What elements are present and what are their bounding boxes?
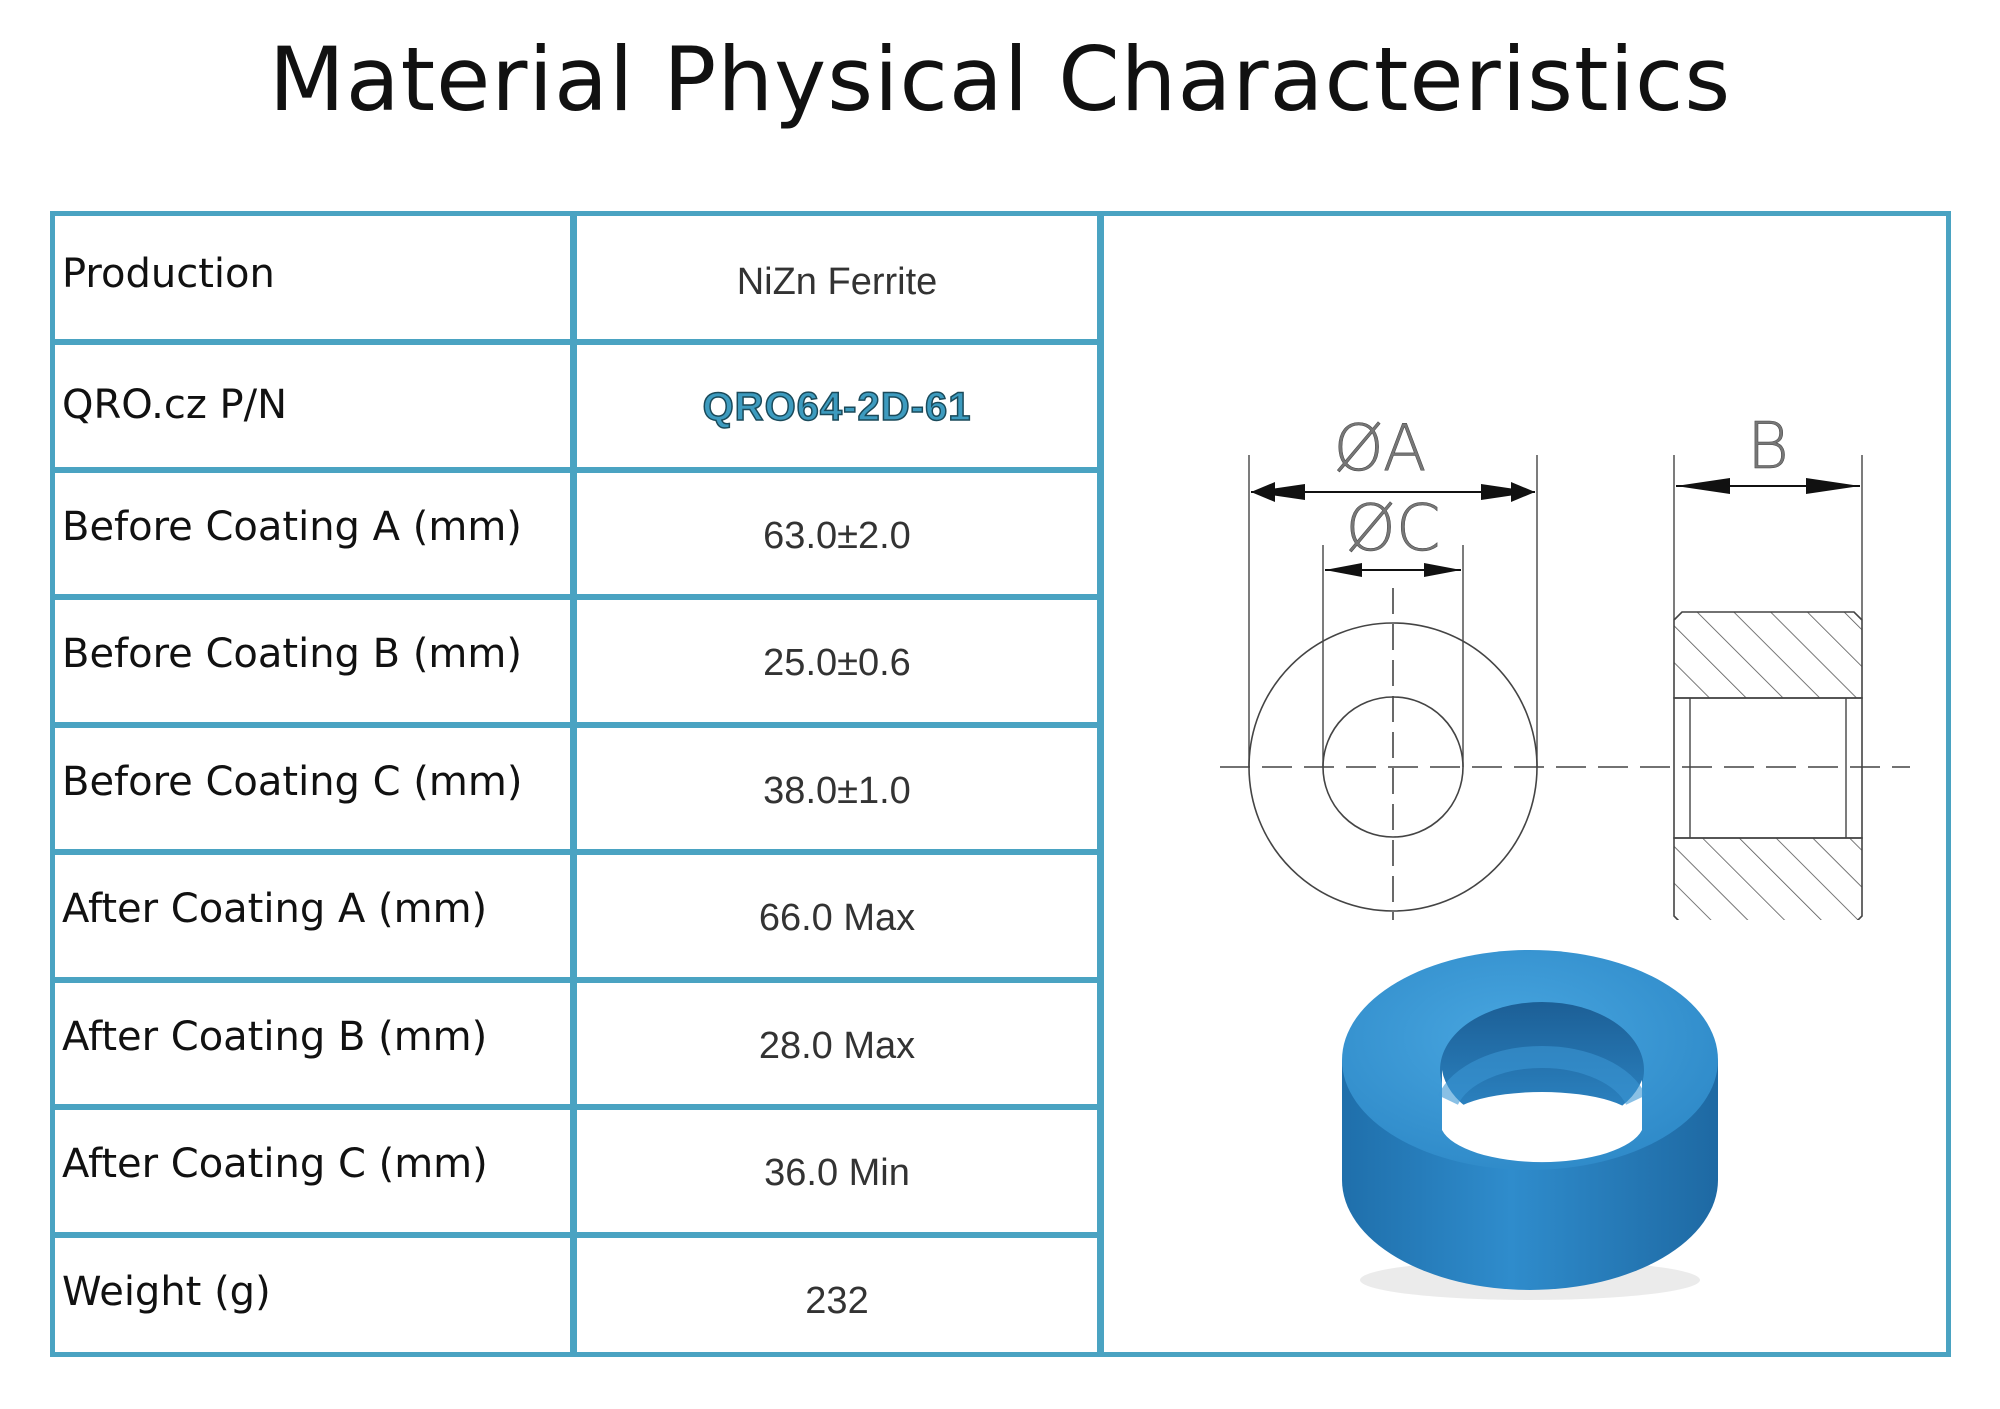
front-view <box>1248 455 1538 920</box>
row-value-part-number: QRO64-2D-61 <box>577 347 1097 467</box>
row-divider <box>50 339 1098 345</box>
row-value-before-c: 38.0±1.0 <box>763 769 911 812</box>
row-divider <box>50 977 1098 983</box>
row-divider <box>50 594 1098 600</box>
row-value-after-c: 36.0 Min <box>764 1151 910 1194</box>
dim-a-label: ØA <box>1333 420 1426 486</box>
row-value-production: NiZn Ferrite <box>736 260 938 303</box>
row-value-after-a: 66.0 Max <box>758 896 916 939</box>
row-value-before-a: 63.0±2.0 <box>763 514 911 557</box>
specs-table-frame <box>50 211 1951 1357</box>
page-title: Material Physical Characteristics <box>268 28 1732 131</box>
row-label-before-c: Before Coating C (mm) <box>62 759 523 805</box>
row-divider <box>50 1104 1098 1110</box>
row-label-after-c: After Coating C (mm) <box>62 1141 488 1187</box>
row-label-after-a: After Coating A (mm) <box>62 886 488 932</box>
dim-c-label: ØC <box>1345 492 1440 566</box>
dim-b-label: B <box>1747 420 1789 484</box>
toroid-technical-drawing: ØA ØC B <box>1220 420 1910 920</box>
row-divider <box>50 849 1098 855</box>
row-label-before-a: Before Coating A (mm) <box>62 504 522 550</box>
row-value-weight: 232 <box>805 1279 869 1322</box>
row-label-production: Production <box>62 251 275 297</box>
column-divider-1 <box>570 211 577 1357</box>
column-divider-2 <box>1097 211 1104 1357</box>
row-label-weight: Weight (g) <box>62 1269 271 1315</box>
row-value-after-b: 28.0 Max <box>758 1024 916 1067</box>
row-label-part-number: QRO.cz P/N <box>62 382 288 428</box>
part-number-text: QRO64-2D-61 <box>702 384 972 430</box>
toroid-photo <box>1342 950 1718 1300</box>
row-label-before-b: Before Coating B (mm) <box>62 631 522 677</box>
row-value-before-b: 25.0±0.6 <box>763 641 911 684</box>
side-view <box>1673 455 1863 920</box>
row-label-after-b: After Coating B (mm) <box>62 1014 488 1060</box>
row-divider <box>50 467 1098 473</box>
row-divider <box>50 722 1098 728</box>
row-divider <box>50 1232 1098 1238</box>
